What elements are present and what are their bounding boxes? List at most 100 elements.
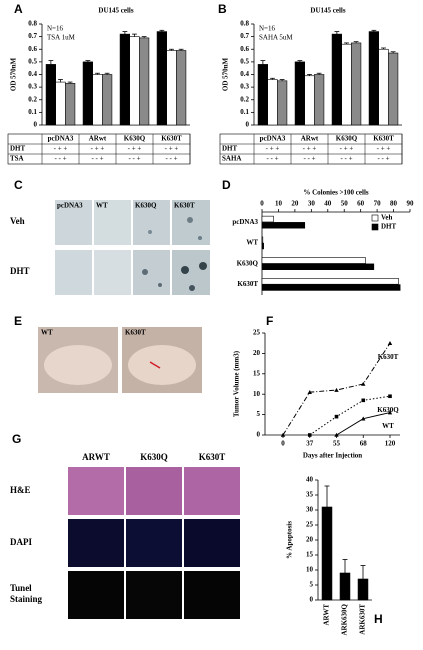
bar [277, 80, 288, 126]
x-tick-label: pcDNA3 [48, 135, 74, 143]
column-label: ARWT [82, 452, 110, 462]
y-tick-label: K630Q [237, 259, 259, 267]
x-tick-label: pcDNA3 [260, 135, 286, 143]
error-bar [342, 559, 348, 573]
chart-title: DU145 cells [310, 7, 345, 15]
y-tick-label: WT [246, 239, 258, 247]
y-tick-label: 25 [306, 521, 314, 529]
chart-title: DU145 cells [98, 7, 133, 15]
x-tick-label: 40 [324, 200, 332, 208]
image-label: K630T [125, 329, 146, 337]
column-label: K630T [199, 452, 226, 462]
table-row-label: TSA [10, 155, 24, 163]
bar [119, 33, 130, 126]
y-tick-label: 5 [257, 410, 261, 418]
y-axis-label: OD 570nM [10, 57, 18, 91]
bar [261, 215, 274, 223]
marker [361, 381, 366, 386]
chart-title: % Colonies >100 cells [303, 189, 369, 197]
colony [142, 269, 148, 275]
x-tick-label: 30 [308, 200, 316, 208]
bar [294, 61, 305, 126]
y-tick-label: pcDNA3 [232, 218, 258, 226]
y-tick-label: 0 [246, 121, 250, 129]
bar [166, 50, 177, 126]
error-bar [58, 79, 63, 83]
table-cell: - + + [165, 145, 179, 153]
row-label: Staining [10, 594, 43, 604]
y-tick-label: 0.4 [240, 70, 249, 78]
image [126, 571, 182, 619]
y-tick-label: K630T [237, 280, 258, 288]
y-tick-label: 20 [253, 349, 261, 357]
error-bar [159, 29, 165, 32]
y-tick-label: 0.5 [28, 57, 37, 65]
marker [334, 414, 339, 419]
bar [139, 37, 150, 126]
colony-images [55, 200, 210, 295]
error-bar [270, 77, 275, 80]
marker [361, 416, 366, 421]
x-tick-label: K630Q [124, 135, 146, 143]
bar [321, 506, 333, 601]
colony [181, 266, 189, 274]
bar [304, 75, 315, 126]
x-tick-label: 50 [341, 200, 349, 208]
y-tick-label: 15 [253, 369, 261, 377]
image [184, 519, 240, 567]
colony [158, 283, 162, 287]
table-cell: - - + [54, 155, 66, 163]
bar [368, 31, 379, 126]
bar [331, 33, 342, 126]
table-cell: - + + [128, 145, 142, 153]
annotation: TSA 1uM [47, 34, 76, 42]
image [184, 571, 240, 619]
bar [261, 236, 264, 244]
colony [198, 236, 202, 240]
table-row-label: DHT [222, 145, 238, 153]
y-axis-label: % Apoptosis [286, 521, 294, 559]
y-axis-label: OD 570nM [222, 57, 230, 91]
x-tick-label: ARK630T [359, 604, 367, 635]
x-tick-label: K630T [373, 135, 394, 143]
error-bar [279, 79, 285, 81]
y-axis-label: Tumor Volume (mm3) [233, 350, 241, 417]
column-label: pcDNA3 [57, 202, 83, 210]
bar [92, 74, 103, 126]
y-tick-label: 0 [310, 596, 314, 604]
panel-letter: E [14, 314, 22, 328]
column-label: WT [96, 202, 108, 210]
y-tick-label: 0.4 [28, 70, 37, 78]
y-tick-label: 0.8 [28, 20, 37, 28]
colony [199, 262, 207, 270]
panel-letter: H [374, 612, 383, 626]
y-tick-label: 10 [253, 390, 261, 398]
y-tick-label: 0.6 [240, 45, 249, 53]
y-tick-label: 0.2 [28, 95, 37, 103]
y-tick-label: 0.5 [240, 57, 249, 65]
table-cell: - + + [303, 145, 317, 153]
image [133, 200, 170, 245]
bar [388, 52, 399, 126]
image [184, 467, 240, 515]
bar [261, 257, 366, 264]
table-row-label: DHT [10, 145, 26, 153]
y-tick-label: 40 [306, 476, 314, 484]
annotation: N=16 [259, 25, 276, 33]
bar [351, 42, 362, 126]
y-tick-label: 0.2 [240, 95, 249, 103]
bar [102, 74, 113, 126]
x-tick-label: 0 [260, 200, 264, 208]
bar [314, 74, 325, 126]
legend-swatch [371, 214, 379, 222]
x-tick-label: ARK630Q [341, 603, 349, 635]
x-tick-label: ARwt [301, 135, 319, 143]
table-cell: - - + [128, 155, 140, 163]
error-bar [169, 48, 174, 51]
x-tick-label: 20 [291, 200, 299, 208]
annotation: SAHA 5uM [259, 34, 293, 42]
bar [261, 242, 264, 250]
image [68, 519, 124, 567]
colony [187, 217, 193, 223]
error-bar [85, 60, 91, 62]
